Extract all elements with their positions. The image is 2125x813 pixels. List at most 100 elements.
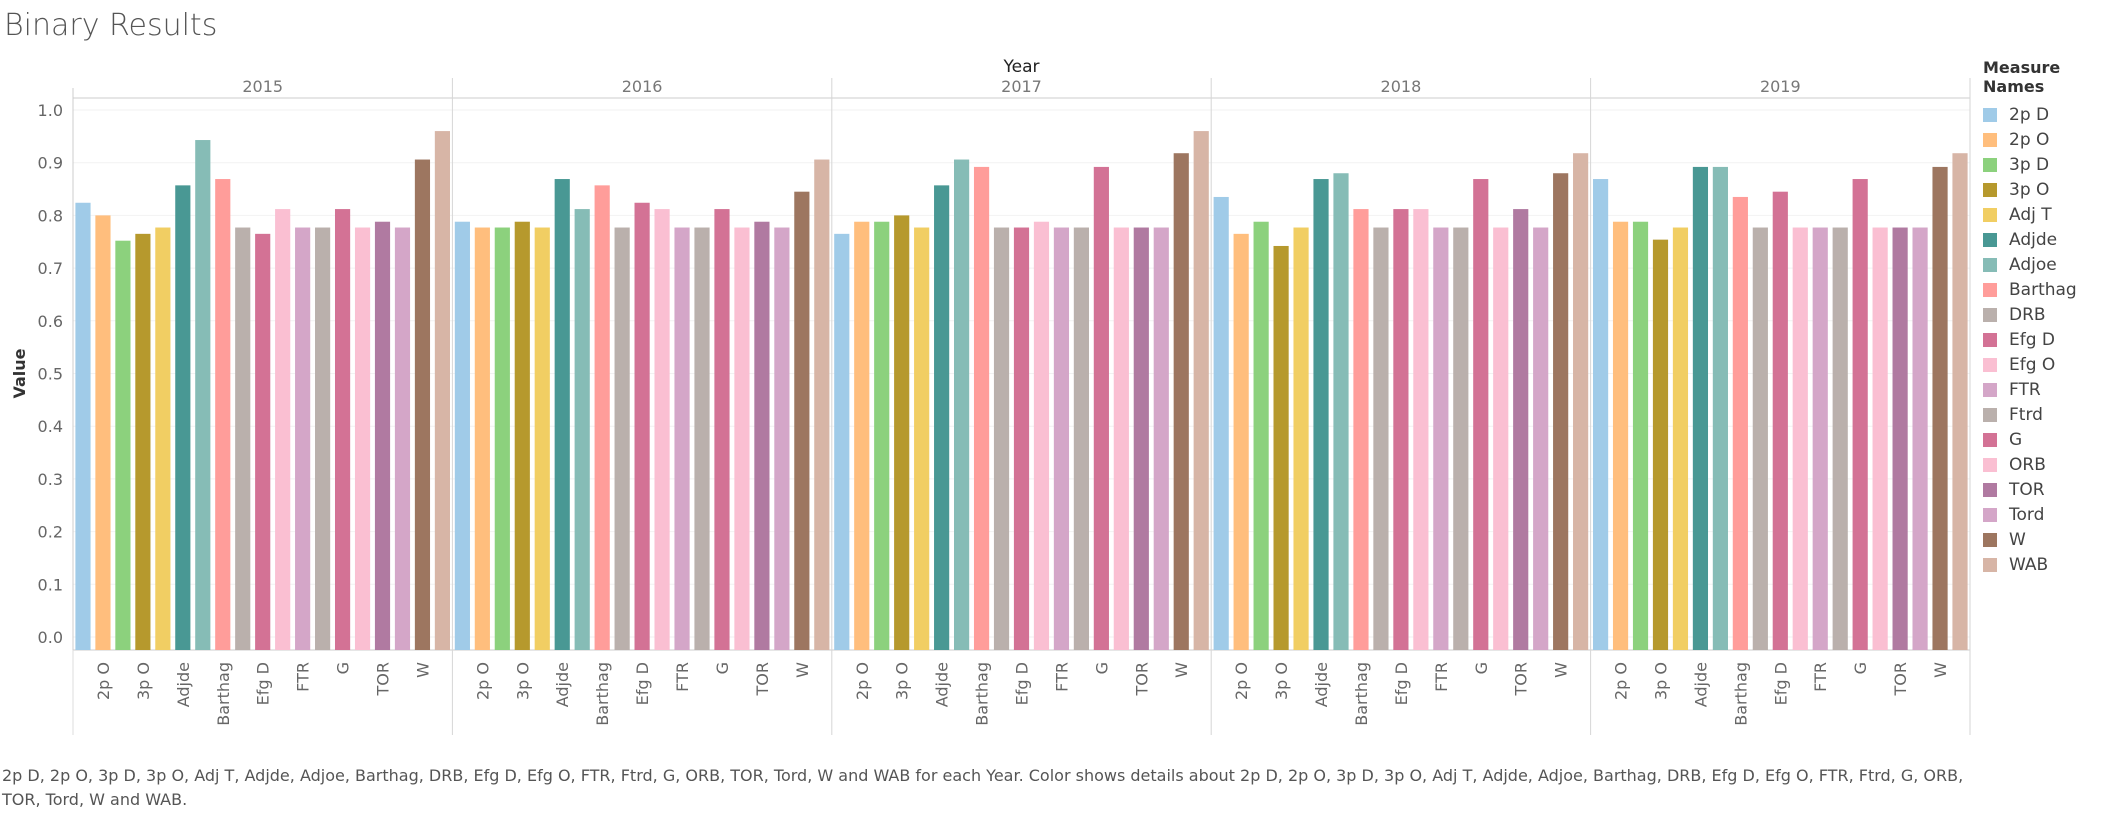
bar-tor [374, 221, 391, 650]
legend-items: 2p D 2p O 3p D 3p O Adj T Adjde Adjoe Barthag DR… [1983, 102, 2125, 577]
legend-swatch [1983, 157, 1997, 172]
x-tick-label: W [1931, 662, 1950, 678]
legend-item: TOR [1983, 477, 2125, 502]
legend-item: Efg D [1983, 327, 2125, 352]
legend-item: 3p D [1983, 152, 2125, 177]
legend-swatch [1983, 107, 1997, 122]
legend-item: FTR [1983, 377, 2125, 402]
x-tick-label: TOR [374, 662, 393, 696]
x-tick-label: Efg D [1392, 662, 1411, 705]
bar-2p-o [854, 221, 870, 650]
legend-label: 2p O [2009, 129, 2050, 150]
x-tick-label: 2p O [473, 662, 492, 700]
bar-tor [1513, 209, 1529, 651]
legend-item: Ftrd [1983, 402, 2125, 427]
bar-adjde [554, 179, 570, 651]
legend-item: Tord [1983, 502, 2125, 527]
panel-year-label: 2019 [1760, 77, 1801, 96]
bar-tor [1892, 227, 1908, 650]
x-tick-label: W [793, 662, 812, 678]
legend-item: 2p O [1983, 127, 2125, 152]
bar-adj-t [155, 227, 171, 650]
bar-drb [235, 227, 251, 650]
bar-tord [1153, 227, 1169, 650]
legend-label: FTR [2009, 379, 2041, 400]
bar-ftrd [1073, 227, 1089, 650]
x-tick-label: 2p O [1612, 662, 1631, 700]
legend-item: G [1983, 427, 2125, 452]
bar-efg-d [1772, 191, 1788, 650]
column-header: Year [1003, 57, 1040, 77]
bar-barthag [594, 185, 610, 650]
bar-efg-d [1013, 227, 1030, 650]
legend-swatch [1983, 407, 1997, 422]
bar-2p-o [95, 215, 111, 650]
legend-item: ORB [1983, 452, 2125, 477]
y-tick-label: 0.6 [38, 312, 63, 331]
x-tick-label: 2p O [1232, 662, 1251, 700]
bar-3p-o [1273, 245, 1289, 650]
x-tick-label: W [1172, 662, 1191, 678]
x-tick-label: G [1851, 662, 1870, 674]
legend-swatch [1983, 382, 1997, 397]
x-tick-label: 3p O [134, 662, 153, 700]
bar-w [414, 159, 431, 650]
bar-orb [354, 227, 371, 650]
panel-year-label: 2016 [622, 77, 663, 96]
x-tick-label: Efg D [254, 662, 273, 705]
x-tick-label: G [1472, 662, 1491, 674]
chart-caption: 2p D, 2p O, 3p D, 3p O, Adj T, Adjde, Ad… [2, 766, 1964, 809]
legend-swatch [1983, 132, 1997, 147]
y-tick-label: 0.0 [38, 628, 63, 647]
legend-label: Efg D [2009, 329, 2056, 350]
bar-efg-o [1413, 209, 1429, 651]
page-title: Binary Results [4, 8, 218, 43]
bar-adj-t [914, 227, 930, 650]
bar-ftrd [694, 227, 710, 650]
y-tick-label: 0.7 [38, 259, 63, 278]
x-tick-label: 2p O [853, 662, 872, 700]
x-tick-label: Barthag [1731, 662, 1750, 726]
bar-adjoe [954, 159, 970, 650]
bar-tord [774, 227, 790, 650]
bar-drb [993, 227, 1010, 650]
legend-swatch [1983, 507, 1997, 522]
legend-label: 3p O [2009, 179, 2050, 200]
x-tick-label: TOR [1891, 662, 1910, 696]
legend-swatch [1983, 207, 1997, 222]
bar-orb [1872, 227, 1888, 650]
bar-tor [754, 221, 770, 650]
legend-label: DRB [2009, 304, 2046, 325]
bar-adjde [1313, 179, 1329, 651]
x-tick-label: Efg D [1013, 662, 1032, 705]
legend-label: Adjoe [2009, 254, 2057, 275]
bar-3p-d [1632, 221, 1649, 650]
bar-2p-o [1612, 221, 1629, 650]
x-tick-label: Barthag [593, 662, 612, 726]
y-tick-label: 0.3 [38, 470, 63, 489]
x-tick-label: 3p O [1651, 662, 1670, 700]
x-tick-label: 3p O [513, 662, 532, 700]
bar-2p-o [1233, 233, 1249, 650]
panel-year-label: 2015 [242, 77, 283, 96]
bar-adj-t [1672, 227, 1689, 650]
panel-year-label: 2018 [1381, 77, 1422, 96]
bar-adjoe [195, 140, 211, 650]
bar-tord [394, 227, 411, 650]
bar-efg-d [634, 202, 650, 650]
bar-tord [1912, 227, 1928, 650]
bar-2p-d [75, 202, 91, 650]
x-tick-label: FTR [294, 662, 313, 692]
legend-label: WAB [2009, 554, 2049, 575]
x-tick-label: Adjde [1312, 662, 1331, 707]
bar-3p-d [1253, 221, 1269, 650]
x-tick-label: Adjde [553, 662, 572, 707]
bar-ftr [674, 227, 690, 650]
bar-orb [734, 227, 750, 650]
bar-efg-o [1033, 221, 1050, 650]
legend-swatch [1983, 282, 1997, 297]
bar-adj-t [1293, 227, 1309, 650]
legend-swatch [1983, 482, 1997, 497]
x-tick-label: FTR [1432, 662, 1451, 692]
bar-chart: Year Value 0.0 0.1 0.2 0.3 0.4 0.5 0.6 0.7 0.8 0.9 1… [10, 57, 1971, 735]
